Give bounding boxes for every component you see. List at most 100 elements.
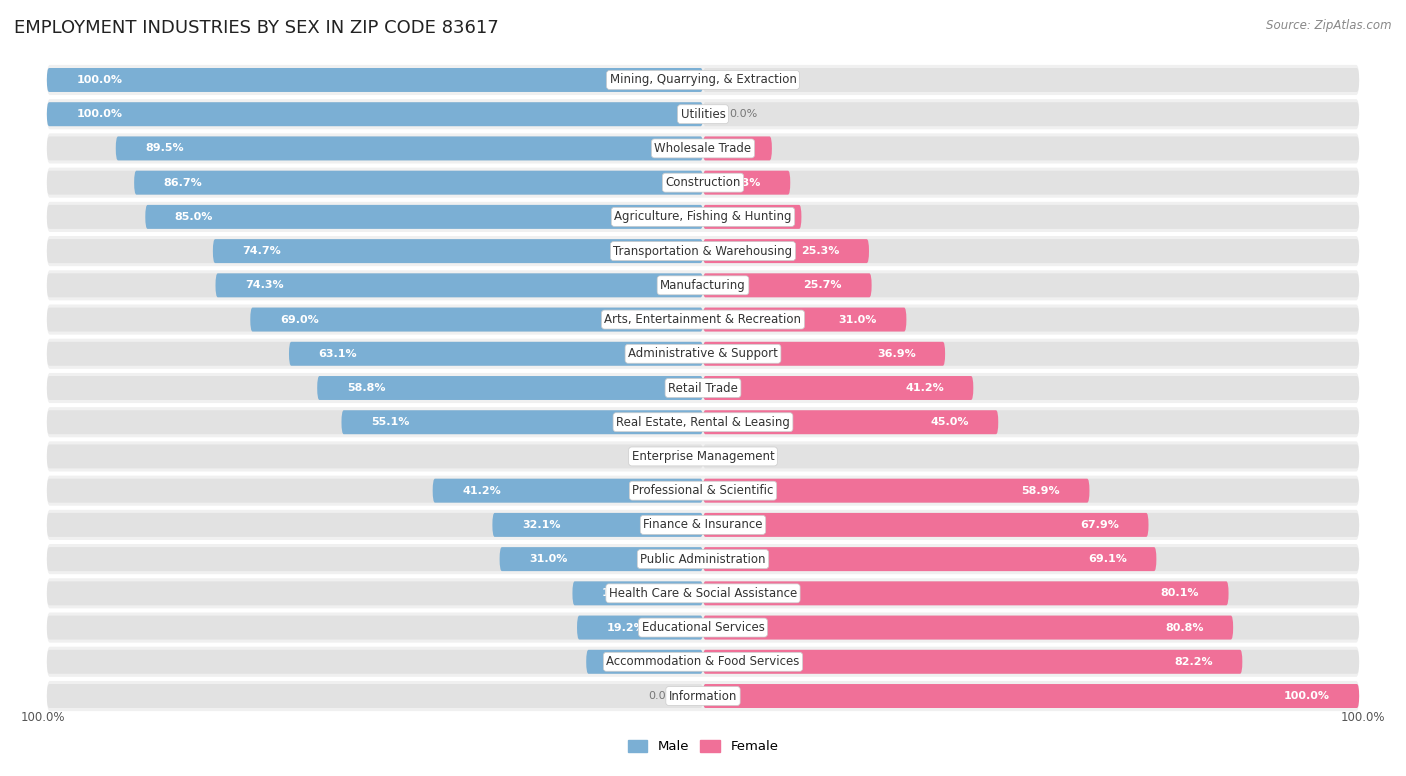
- Text: Educational Services: Educational Services: [641, 621, 765, 634]
- FancyBboxPatch shape: [703, 171, 1360, 195]
- FancyBboxPatch shape: [703, 650, 1243, 674]
- FancyBboxPatch shape: [46, 612, 1360, 643]
- FancyBboxPatch shape: [46, 544, 1360, 574]
- Text: 58.9%: 58.9%: [1021, 486, 1060, 496]
- FancyBboxPatch shape: [703, 239, 1360, 263]
- FancyBboxPatch shape: [46, 273, 703, 297]
- FancyBboxPatch shape: [572, 581, 703, 605]
- Text: Real Estate, Rental & Leasing: Real Estate, Rental & Leasing: [616, 416, 790, 428]
- Text: 86.7%: 86.7%: [163, 178, 202, 188]
- FancyBboxPatch shape: [703, 307, 907, 331]
- FancyBboxPatch shape: [46, 65, 1360, 95]
- Text: 69.0%: 69.0%: [280, 314, 319, 324]
- FancyBboxPatch shape: [433, 479, 703, 503]
- FancyBboxPatch shape: [703, 307, 1360, 331]
- FancyBboxPatch shape: [115, 137, 703, 161]
- Legend: Male, Female: Male, Female: [623, 734, 783, 758]
- Text: 25.7%: 25.7%: [804, 280, 842, 290]
- FancyBboxPatch shape: [703, 68, 1360, 92]
- FancyBboxPatch shape: [46, 615, 703, 639]
- Text: Arts, Entertainment & Recreation: Arts, Entertainment & Recreation: [605, 313, 801, 326]
- Text: 19.9%: 19.9%: [602, 588, 641, 598]
- FancyBboxPatch shape: [46, 547, 703, 571]
- FancyBboxPatch shape: [46, 581, 703, 605]
- FancyBboxPatch shape: [46, 133, 1360, 164]
- Text: EMPLOYMENT INDUSTRIES BY SEX IN ZIP CODE 83617: EMPLOYMENT INDUSTRIES BY SEX IN ZIP CODE…: [14, 19, 499, 37]
- Text: Retail Trade: Retail Trade: [668, 382, 738, 394]
- FancyBboxPatch shape: [46, 68, 703, 92]
- FancyBboxPatch shape: [703, 137, 772, 161]
- FancyBboxPatch shape: [290, 341, 703, 365]
- FancyBboxPatch shape: [586, 650, 703, 674]
- FancyBboxPatch shape: [576, 615, 703, 639]
- Text: Construction: Construction: [665, 176, 741, 189]
- Text: 80.8%: 80.8%: [1166, 622, 1204, 632]
- Text: 100.0%: 100.0%: [21, 711, 65, 724]
- Text: Finance & Insurance: Finance & Insurance: [644, 518, 762, 532]
- Text: Public Administration: Public Administration: [640, 553, 766, 566]
- Text: 25.3%: 25.3%: [801, 246, 839, 256]
- FancyBboxPatch shape: [46, 411, 703, 435]
- FancyBboxPatch shape: [492, 513, 703, 537]
- FancyBboxPatch shape: [46, 646, 1360, 677]
- Text: 41.2%: 41.2%: [463, 486, 501, 496]
- FancyBboxPatch shape: [46, 171, 703, 195]
- FancyBboxPatch shape: [46, 307, 703, 331]
- FancyBboxPatch shape: [46, 650, 703, 674]
- FancyBboxPatch shape: [250, 307, 703, 331]
- Text: Administrative & Support: Administrative & Support: [628, 348, 778, 360]
- FancyBboxPatch shape: [703, 513, 1360, 537]
- FancyBboxPatch shape: [703, 205, 1360, 229]
- FancyBboxPatch shape: [46, 205, 703, 229]
- FancyBboxPatch shape: [703, 615, 1360, 639]
- Text: 0.0%: 0.0%: [648, 452, 676, 462]
- Text: Agriculture, Fishing & Hunting: Agriculture, Fishing & Hunting: [614, 210, 792, 223]
- Text: 41.2%: 41.2%: [905, 383, 943, 393]
- FancyBboxPatch shape: [703, 102, 1360, 126]
- FancyBboxPatch shape: [145, 205, 703, 229]
- Text: 10.5%: 10.5%: [704, 144, 742, 154]
- Text: Information: Information: [669, 690, 737, 702]
- Text: 32.1%: 32.1%: [522, 520, 561, 530]
- Text: 100.0%: 100.0%: [76, 109, 122, 120]
- Text: 100.0%: 100.0%: [1341, 711, 1385, 724]
- FancyBboxPatch shape: [703, 650, 1360, 674]
- Text: 82.2%: 82.2%: [1174, 656, 1213, 667]
- Text: 80.1%: 80.1%: [1160, 588, 1199, 598]
- FancyBboxPatch shape: [46, 102, 703, 126]
- FancyBboxPatch shape: [212, 239, 703, 263]
- Text: 13.3%: 13.3%: [723, 178, 761, 188]
- FancyBboxPatch shape: [46, 168, 1360, 198]
- FancyBboxPatch shape: [703, 239, 869, 263]
- Text: 31.0%: 31.0%: [838, 314, 877, 324]
- FancyBboxPatch shape: [46, 376, 703, 400]
- Text: 0.0%: 0.0%: [730, 109, 758, 120]
- FancyBboxPatch shape: [703, 411, 998, 435]
- Text: 36.9%: 36.9%: [877, 348, 915, 359]
- Text: Manufacturing: Manufacturing: [661, 279, 745, 292]
- Text: 85.0%: 85.0%: [174, 212, 214, 222]
- FancyBboxPatch shape: [46, 445, 703, 469]
- FancyBboxPatch shape: [703, 684, 1360, 708]
- FancyBboxPatch shape: [46, 476, 1360, 506]
- FancyBboxPatch shape: [46, 578, 1360, 608]
- FancyBboxPatch shape: [703, 581, 1229, 605]
- Text: 45.0%: 45.0%: [931, 417, 969, 428]
- FancyBboxPatch shape: [46, 341, 703, 365]
- Text: 19.2%: 19.2%: [606, 622, 645, 632]
- FancyBboxPatch shape: [46, 510, 1360, 540]
- FancyBboxPatch shape: [46, 137, 703, 161]
- Text: 55.1%: 55.1%: [371, 417, 409, 428]
- FancyBboxPatch shape: [46, 68, 703, 92]
- FancyBboxPatch shape: [46, 373, 1360, 403]
- FancyBboxPatch shape: [499, 547, 703, 571]
- Text: 58.8%: 58.8%: [347, 383, 385, 393]
- FancyBboxPatch shape: [46, 202, 1360, 232]
- Text: 100.0%: 100.0%: [76, 75, 122, 85]
- FancyBboxPatch shape: [703, 273, 872, 297]
- Text: 100.0%: 100.0%: [1284, 691, 1330, 701]
- FancyBboxPatch shape: [703, 547, 1156, 571]
- FancyBboxPatch shape: [703, 445, 1360, 469]
- FancyBboxPatch shape: [703, 581, 1360, 605]
- Text: Health Care & Social Assistance: Health Care & Social Assistance: [609, 587, 797, 600]
